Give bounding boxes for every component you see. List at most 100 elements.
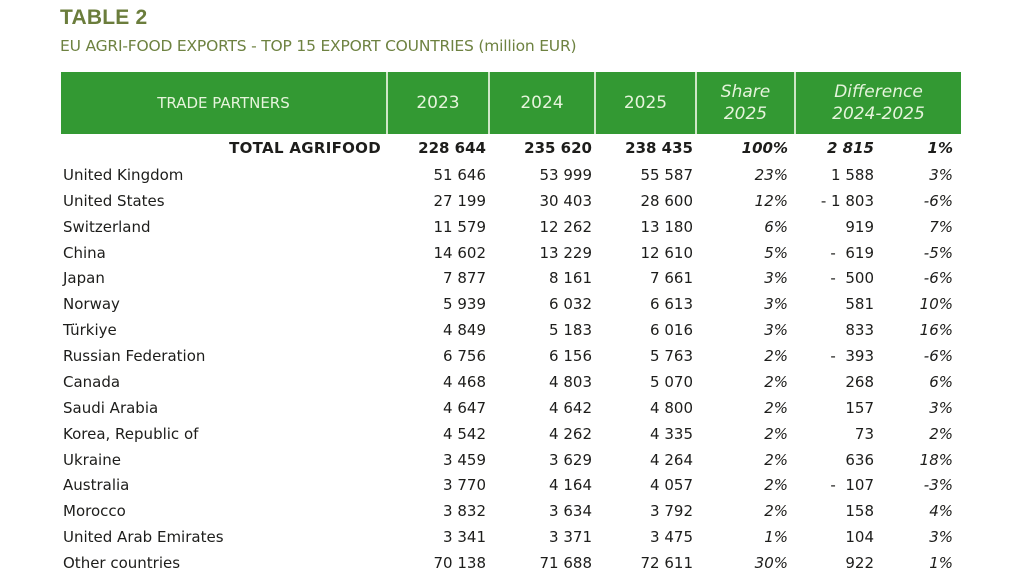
difference-abs: - 107 <box>830 476 874 495</box>
difference-pct: 16% <box>919 321 953 340</box>
difference-abs: - 1 803 <box>820 191 874 210</box>
difference-abs: 833 <box>845 321 874 340</box>
difference-abs: - 393 <box>830 347 874 366</box>
country-name: Türkiye <box>63 321 117 340</box>
value-2025: 5 070 <box>650 372 693 391</box>
header-difference: Difference 2024-2025 <box>796 72 961 134</box>
header-share-2025: Share 2025 <box>697 72 796 134</box>
difference-pct: 3% <box>929 528 953 547</box>
share-2025: 6% <box>764 217 788 236</box>
header-diff-line1: Difference <box>834 82 923 102</box>
difference-pct: -6% <box>923 269 953 288</box>
total-2025: 238 435 <box>625 139 693 157</box>
difference-pct: -6% <box>923 347 953 366</box>
difference-pct: -3% <box>923 476 953 495</box>
value-2025: 4 264 <box>650 450 693 469</box>
country-name: Switzerland <box>63 217 151 236</box>
difference-pct: 18% <box>919 450 953 469</box>
difference-pct: 4% <box>929 502 953 521</box>
share-2025: 3% <box>764 295 788 314</box>
table-row: Japan 7 877 8 161 7 661 3% - 500 -6% <box>61 265 961 291</box>
share-2025: 12% <box>754 191 788 210</box>
value-2024: 53 999 <box>539 166 593 184</box>
difference-abs: 1 588 <box>831 166 874 184</box>
table-title: TABLE 2 <box>60 6 148 29</box>
table-row: Switzerland 11 579 12 262 13 180 6% 919 … <box>61 214 961 240</box>
value-2023: 5 939 <box>443 295 486 314</box>
share-2025: 5% <box>764 243 788 262</box>
difference-pct: 2% <box>929 424 953 443</box>
difference-abs: 73 <box>854 424 874 443</box>
country-name: Canada <box>63 372 121 391</box>
value-2023: 27 199 <box>433 191 487 210</box>
value-2024: 3 629 <box>549 450 592 469</box>
value-2025: 7 661 <box>650 269 693 288</box>
difference-abs: - 500 <box>830 269 874 288</box>
value-2024: 3 634 <box>549 502 592 521</box>
total-row: TOTAL AGRIFOOD 228 644 235 620 238 435 1… <box>61 135 961 161</box>
share-2025: 2% <box>764 398 788 417</box>
country-name: China <box>63 243 106 262</box>
total-diff: 2 815 <box>827 139 874 157</box>
difference-pct: 3% <box>929 166 953 184</box>
table-subtitle: EU AGRI-FOOD EXPORTS - TOP 15 EXPORT COU… <box>60 37 577 55</box>
difference-pct: -6% <box>923 191 953 210</box>
share-2025: 2% <box>764 372 788 391</box>
share-2025: 3% <box>764 321 788 340</box>
difference-pct: 3% <box>929 398 953 417</box>
total-label: TOTAL AGRIFOOD <box>229 139 381 157</box>
value-2024: 71 688 <box>539 554 593 573</box>
country-name: Korea, Republic of <box>63 424 199 443</box>
table-row: Canada 4 468 4 803 5 070 2% 268 6% <box>61 369 961 395</box>
total-2024: 235 620 <box>524 139 592 157</box>
value-2023: 4 849 <box>443 321 486 340</box>
difference-abs: 157 <box>845 398 874 417</box>
table-row: United Kingdom 51 646 53 999 55 587 23% … <box>61 162 961 188</box>
country-name: United States <box>63 191 165 210</box>
value-2023: 3 832 <box>443 502 486 521</box>
difference-abs: 636 <box>845 450 874 469</box>
header-2024: 2024 <box>490 72 596 134</box>
country-name: United Kingdom <box>63 166 184 184</box>
table-row: Ukraine 3 459 3 629 4 264 2% 636 18% <box>61 447 961 473</box>
value-2025: 6 613 <box>650 295 693 314</box>
value-2024: 13 229 <box>539 243 593 262</box>
difference-abs: 104 <box>845 528 874 547</box>
difference-abs: 158 <box>845 502 874 521</box>
value-2023: 51 646 <box>433 166 487 184</box>
value-2023: 3 770 <box>443 476 486 495</box>
value-2024: 4 803 <box>549 372 592 391</box>
value-2023: 11 579 <box>433 217 487 236</box>
table-row: Russian Federation 6 756 6 156 5 763 2% … <box>61 343 961 369</box>
total-2023: 228 644 <box>418 139 486 157</box>
country-name: Australia <box>63 476 130 495</box>
table-row: Australia 3 770 4 164 4 057 2% - 107 -3% <box>61 472 961 498</box>
difference-pct: 6% <box>929 372 953 391</box>
value-2024: 12 262 <box>539 217 593 236</box>
value-2024: 4 642 <box>549 398 592 417</box>
value-2025: 5 763 <box>650 347 693 366</box>
country-name: Norway <box>63 295 120 314</box>
share-2025: 1% <box>764 528 788 547</box>
difference-abs: - 619 <box>830 243 874 262</box>
value-2025: 72 611 <box>640 554 694 573</box>
table-row: Morocco 3 832 3 634 3 792 2% 158 4% <box>61 498 961 524</box>
value-2025: 4 335 <box>650 424 693 443</box>
table-row: Other countries 70 138 71 688 72 611 30%… <box>61 550 961 576</box>
header-2025: 2025 <box>596 72 697 134</box>
value-2025: 13 180 <box>640 217 694 236</box>
share-2025: 2% <box>764 347 788 366</box>
share-2025: 2% <box>764 424 788 443</box>
value-2023: 4 468 <box>443 372 486 391</box>
value-2025: 4 800 <box>650 398 693 417</box>
value-2025: 55 587 <box>640 166 694 184</box>
difference-abs: 919 <box>845 217 874 236</box>
value-2023: 3 341 <box>443 528 486 547</box>
country-name: Japan <box>63 269 105 288</box>
value-2025: 3 475 <box>650 528 693 547</box>
country-name: Russian Federation <box>63 347 206 366</box>
country-name: Ukraine <box>63 450 121 469</box>
total-share: 100% <box>741 139 788 157</box>
header-2023: 2023 <box>388 72 490 134</box>
value-2024: 8 161 <box>549 269 592 288</box>
